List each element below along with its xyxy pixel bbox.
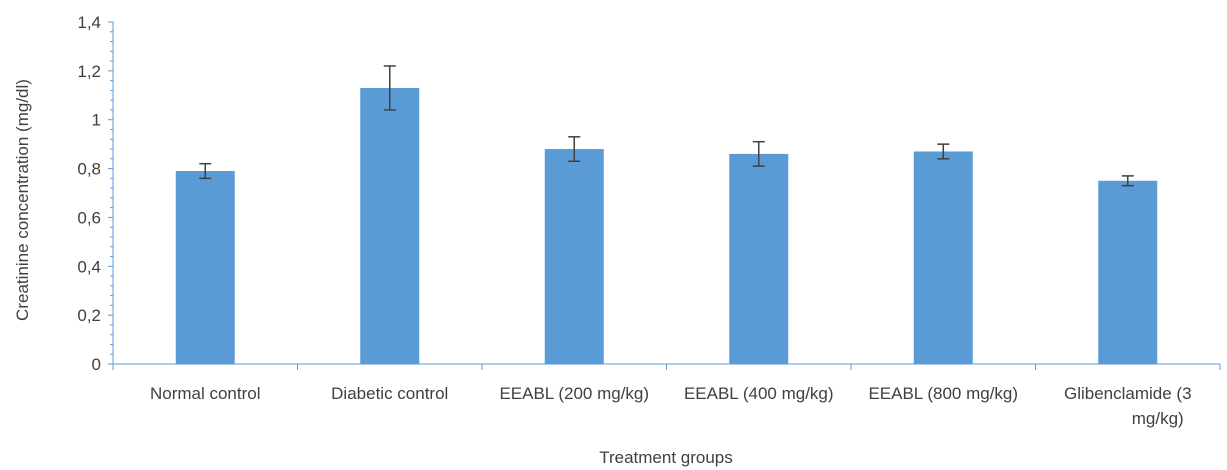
y-tick-label: 1 xyxy=(92,111,101,130)
x-tick-label: Normal control xyxy=(150,384,261,403)
error-bar xyxy=(383,65,396,111)
error-bar xyxy=(752,140,765,167)
error-bar xyxy=(1121,175,1134,187)
y-tick-label: 0,6 xyxy=(77,208,101,227)
x-tick-label: EEABL (800 mg/kg) xyxy=(868,384,1018,403)
y-tick-label: 0,4 xyxy=(77,257,101,276)
x-tick-label: EEABL (200 mg/kg) xyxy=(499,384,649,403)
bar xyxy=(544,149,604,364)
x-axis-title: Treatment groups xyxy=(599,448,733,467)
bar xyxy=(360,87,420,364)
y-axis-title: Creatinine concentration (mg/dl) xyxy=(13,79,32,321)
x-tick-label: Diabetic control xyxy=(331,384,448,403)
bar xyxy=(1098,180,1158,364)
y-tick-label: 0 xyxy=(92,355,101,374)
x-tick-label: mg/kg) xyxy=(1132,409,1184,428)
error-bar xyxy=(199,162,212,180)
error-bars xyxy=(199,65,1134,187)
x-axis-ticks: Normal control Diabetic control EEABL (200… xyxy=(112,364,1221,428)
y-tick-label: 1,2 xyxy=(77,62,101,81)
error-bar xyxy=(568,136,581,162)
y-tick-label: 0,8 xyxy=(77,160,101,179)
error-bar xyxy=(937,143,950,160)
x-tick-label: Glibenclamide (3 xyxy=(1064,384,1192,403)
y-tick-label: 1,4 xyxy=(77,13,101,32)
bar xyxy=(913,151,973,364)
bar xyxy=(729,153,789,364)
bars xyxy=(175,87,1158,364)
x-tick-label: EEABL (400 mg/kg) xyxy=(684,384,834,403)
bar xyxy=(175,171,235,364)
y-tick-label: 0,2 xyxy=(77,306,101,325)
y-axis-ticks: 0 0,2 0,4 0,6 0,8 1 1,2 1,4 xyxy=(77,13,113,374)
